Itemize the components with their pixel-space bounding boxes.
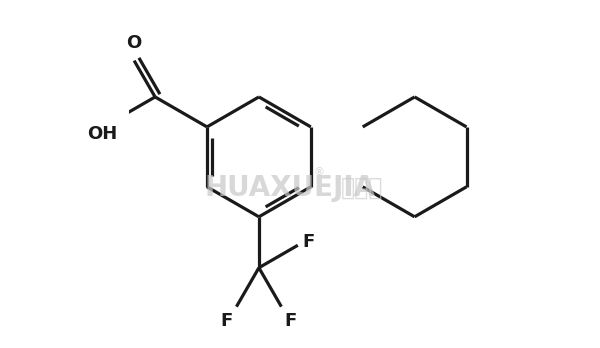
- Text: F: F: [302, 233, 314, 251]
- Text: 化学加: 化学加: [341, 176, 383, 200]
- Text: F: F: [221, 312, 233, 330]
- Text: O: O: [127, 34, 142, 52]
- Text: F: F: [285, 312, 297, 330]
- Text: OH: OH: [87, 125, 117, 143]
- Text: ®: ®: [313, 167, 325, 177]
- Text: HUAXUEJIA: HUAXUEJIA: [204, 174, 375, 202]
